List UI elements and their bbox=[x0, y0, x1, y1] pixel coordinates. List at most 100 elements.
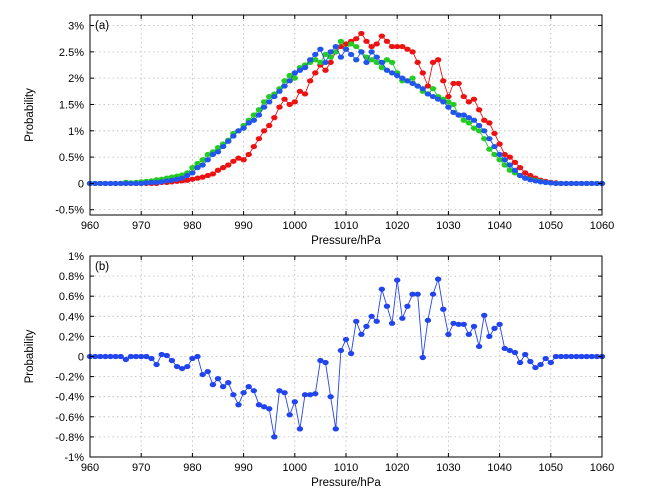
data-point bbox=[562, 180, 570, 187]
data-point bbox=[189, 170, 196, 176]
data-point bbox=[138, 353, 145, 360]
data-point bbox=[353, 36, 360, 42]
y-tick-label: -0.5% bbox=[55, 205, 84, 217]
data-point bbox=[562, 353, 570, 360]
panel-label: (a) bbox=[95, 20, 109, 32]
data-point bbox=[184, 363, 191, 370]
data-point bbox=[424, 91, 432, 97]
data-point bbox=[475, 122, 483, 129]
x-tick-label: 1000 bbox=[283, 220, 307, 232]
data-point bbox=[527, 172, 534, 179]
data-point bbox=[491, 143, 498, 150]
y-axis-title: Probability bbox=[24, 329, 36, 383]
data-point bbox=[486, 136, 493, 142]
data-point bbox=[465, 120, 473, 126]
data-point bbox=[173, 363, 181, 370]
data-point bbox=[373, 41, 380, 47]
data-point bbox=[255, 112, 263, 118]
y-tick-label: -0.6% bbox=[55, 412, 84, 424]
data-point bbox=[506, 154, 514, 160]
data-point bbox=[440, 306, 447, 312]
data-point bbox=[347, 41, 355, 47]
data-point bbox=[429, 59, 437, 65]
data-point bbox=[547, 180, 554, 186]
data-point bbox=[511, 349, 519, 356]
y-tick-label: -0.8% bbox=[55, 432, 84, 444]
data-point bbox=[516, 359, 524, 366]
data-point bbox=[148, 179, 155, 185]
data-point bbox=[194, 165, 201, 171]
data-point bbox=[486, 333, 493, 339]
data-point bbox=[286, 101, 293, 108]
data-point bbox=[322, 67, 329, 73]
data-point bbox=[209, 171, 217, 177]
data-point bbox=[276, 388, 283, 394]
data-point bbox=[301, 91, 309, 97]
data-point bbox=[486, 146, 493, 152]
data-point bbox=[209, 151, 217, 158]
data-point bbox=[281, 390, 288, 396]
data-point bbox=[481, 136, 488, 142]
data-point bbox=[496, 151, 503, 158]
data-point bbox=[337, 347, 345, 354]
y-tick-label: 0.5% bbox=[59, 152, 84, 164]
series-1 bbox=[86, 276, 606, 440]
data-point bbox=[506, 167, 514, 173]
x-tick-label: 1060 bbox=[590, 220, 614, 232]
data-point bbox=[250, 143, 258, 150]
y-tick-label: 0 bbox=[78, 352, 84, 364]
data-point bbox=[240, 125, 247, 131]
data-point bbox=[178, 365, 186, 372]
data-point bbox=[460, 321, 467, 327]
data-point bbox=[394, 277, 401, 283]
data-point bbox=[327, 394, 334, 400]
data-point bbox=[358, 30, 365, 37]
data-point bbox=[327, 49, 334, 55]
data-point bbox=[511, 167, 519, 173]
data-point bbox=[440, 78, 447, 84]
data-point bbox=[225, 162, 232, 168]
data-point bbox=[225, 138, 232, 144]
data-point bbox=[378, 59, 386, 65]
data-point bbox=[455, 80, 462, 87]
data-point bbox=[593, 353, 601, 360]
series-3 bbox=[86, 43, 606, 187]
data-point bbox=[491, 130, 498, 137]
data-point bbox=[491, 325, 498, 331]
data-point bbox=[465, 115, 473, 121]
data-point bbox=[312, 57, 319, 63]
data-point bbox=[378, 33, 386, 39]
data-point bbox=[296, 67, 304, 73]
data-point bbox=[496, 321, 503, 327]
y-tick-label: 2% bbox=[68, 73, 84, 85]
data-point bbox=[158, 351, 165, 358]
data-point bbox=[465, 331, 473, 337]
data-point bbox=[306, 392, 314, 398]
data-point bbox=[219, 143, 227, 150]
data-point bbox=[235, 402, 242, 408]
data-point bbox=[250, 117, 258, 123]
y-tick-label: -0.2% bbox=[55, 372, 84, 384]
data-point bbox=[501, 345, 508, 352]
data-point bbox=[373, 59, 380, 65]
data-point bbox=[568, 180, 575, 187]
data-point bbox=[225, 380, 232, 386]
data-point bbox=[511, 159, 519, 165]
series-line bbox=[90, 40, 602, 184]
data-point bbox=[368, 43, 375, 50]
data-point bbox=[189, 176, 196, 182]
data-point bbox=[445, 104, 452, 110]
data-point bbox=[194, 160, 201, 167]
data-point bbox=[455, 321, 462, 327]
data-point bbox=[153, 361, 160, 368]
x-tick-label: 1000 bbox=[283, 462, 307, 474]
data-point bbox=[429, 291, 437, 297]
data-point bbox=[522, 170, 529, 176]
data-point bbox=[434, 96, 442, 102]
data-point bbox=[322, 59, 329, 65]
data-point bbox=[143, 353, 150, 360]
data-point bbox=[301, 65, 309, 71]
data-point bbox=[522, 175, 529, 181]
data-point bbox=[245, 120, 252, 126]
y-tick-label: 1% bbox=[68, 251, 84, 263]
